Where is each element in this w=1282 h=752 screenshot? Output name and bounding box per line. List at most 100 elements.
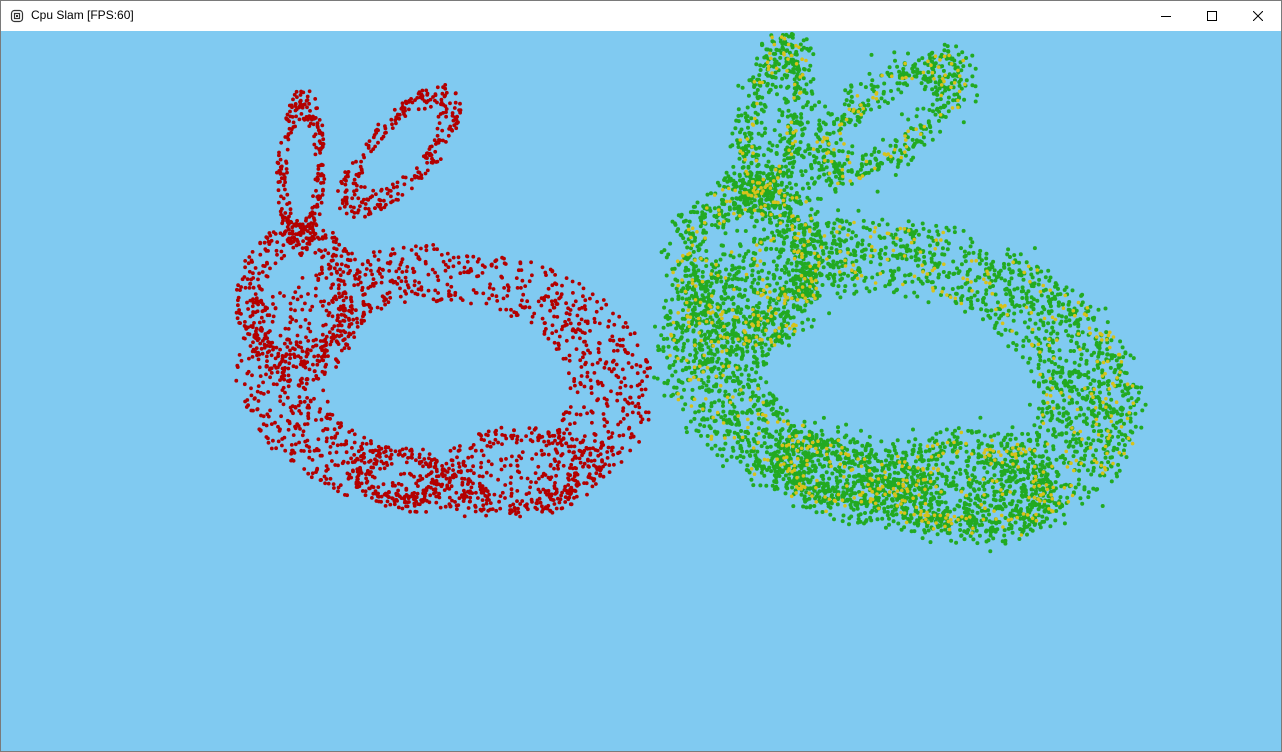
reference-cloud-point [396,488,400,493]
scan-cloud-point [938,105,943,110]
reference-cloud-point [339,348,344,353]
reference-cloud-point [283,359,288,364]
reference-cloud-point [359,159,363,164]
reference-cloud-point [266,440,271,445]
reference-cloud-point [238,288,242,292]
reference-cloud-point [440,91,445,96]
scan-cloud-point [975,541,980,546]
reference-cloud-point [289,451,294,456]
reference-cloud-point [434,500,439,505]
reference-cloud-point [429,485,433,490]
reference-cloud-point [343,493,347,497]
reference-cloud-point [464,494,469,499]
scan-cloud-point [744,118,749,123]
scan-cloud-point [869,152,874,157]
reference-cloud-point [316,171,320,176]
scan-cloud-point [772,128,777,133]
reference-cloud-point [405,493,410,498]
reference-cloud-point [586,348,590,353]
scan-cloud-point [1074,449,1079,454]
reference-cloud-point [420,499,424,504]
reference-cloud-point [286,132,291,136]
reference-cloud-point [645,374,649,379]
reference-cloud-point [258,374,263,378]
title-bar[interactable]: Cpu Slam [FPS:60] [1,1,1281,31]
reference-cloud-point [323,370,327,375]
reference-cloud-point [424,248,429,253]
scan-cloud-point [843,284,848,289]
reference-cloud-point [519,456,524,461]
reference-cloud-point [455,507,459,512]
reference-cloud-point [534,452,539,456]
reference-cloud-point [308,231,313,236]
reference-cloud-point [355,325,360,329]
scan-cloud-point [1076,482,1081,487]
scan-cloud-point [973,99,978,104]
scan-cloud-point [674,286,679,291]
reference-cloud-point [364,267,369,271]
scan-cloud-point [965,463,970,468]
reference-cloud-point [629,384,634,389]
maximize-button[interactable] [1189,1,1235,31]
reference-cloud-point [311,377,316,382]
reference-cloud-point [400,447,405,452]
reference-cloud-point [617,337,622,342]
minimize-button[interactable] [1143,1,1189,31]
reference-cloud-point [279,212,283,217]
scan-cloud-point [828,183,832,188]
reference-cloud-point [405,504,410,509]
reference-cloud-point [512,428,516,433]
scan-cloud-point [893,58,897,63]
scan-cloud-point [1051,369,1056,374]
scan-cloud-point [810,91,815,96]
reference-cloud-point [637,395,641,399]
scan-cloud-point [915,469,919,474]
scan-cloud-point [1048,304,1053,309]
render-viewport[interactable] [1,31,1281,751]
reference-cloud-point [328,412,333,417]
reference-cloud-point [280,374,285,379]
reference-cloud-point [474,490,478,495]
reference-cloud-point [640,417,645,422]
scan-cloud-point [915,107,920,112]
reference-cloud-point [404,101,409,106]
scan-cloud-point [954,44,959,49]
reference-cloud-point [329,286,333,290]
reference-cloud-point [612,322,617,327]
scan-cloud-point [721,368,726,373]
scan-cloud-point [863,85,868,90]
scan-cloud-point [905,472,910,477]
reference-cloud-point [276,351,281,356]
reference-cloud-point [293,290,298,294]
reference-cloud-point [273,356,278,361]
scan-cloud-point [771,272,776,277]
reference-cloud-point [379,499,383,504]
reference-cloud-point [251,340,255,345]
reference-cloud-point [487,285,492,290]
reference-cloud-point [428,463,433,468]
scan-cloud-point [834,449,839,454]
reference-cloud-point [556,431,561,435]
reference-cloud-point [314,177,319,182]
reference-cloud-point [577,448,582,453]
reference-cloud-point [304,335,308,340]
scan-cloud-point [1012,253,1017,258]
reference-cloud-point [332,486,336,490]
scan-cloud-point [753,459,758,464]
reference-cloud-point [360,489,365,493]
scan-cloud-point [789,174,793,179]
reference-cloud-point [621,406,626,410]
scan-cloud-point [777,432,782,437]
reference-cloud-point [346,174,350,179]
scan-cloud-point [774,397,779,402]
scan-cloud-point [958,528,963,532]
reference-cloud-point [543,473,548,477]
scan-cloud-point [834,174,838,179]
reference-cloud-point [328,266,333,271]
reference-cloud-point [607,367,612,371]
close-button[interactable] [1235,1,1281,31]
scan-cloud-point [1018,252,1023,257]
reference-cloud-point [267,367,272,372]
reference-cloud-point [537,476,541,481]
reference-cloud-point [305,229,310,234]
